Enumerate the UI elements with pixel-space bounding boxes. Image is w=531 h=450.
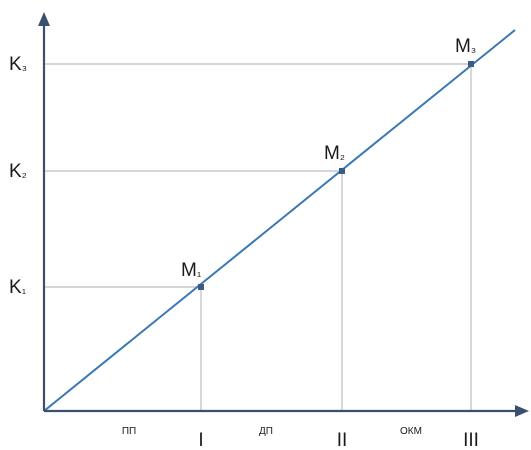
point-m2: [339, 168, 345, 174]
x-axis-arrow: [515, 405, 529, 417]
segment-labels: ПП ДП ОКМ: [122, 426, 422, 437]
point-m3: [468, 61, 474, 67]
y-label-k1: K₁: [9, 277, 27, 298]
point-labels: M₁ M₂ M₃: [181, 36, 476, 281]
point-m1: [198, 284, 204, 290]
point-label-m2: M₂: [324, 143, 345, 164]
guide-lines: [44, 63, 472, 411]
segment-label-dp: ДП: [259, 426, 273, 437]
points: [198, 61, 474, 290]
segment-label-pp: ПП: [122, 426, 136, 437]
x-axis-labels: I II III: [198, 430, 479, 450]
x-label-ii: II: [337, 430, 348, 450]
point-label-m1: M₁: [181, 260, 202, 281]
y-axis-labels: K₁ K₂ K₃: [9, 54, 27, 298]
y-label-k3: K₃: [9, 54, 27, 75]
x-label-i: I: [198, 430, 203, 450]
point-label-m3: M₃: [455, 36, 476, 57]
y-label-k2: K₂: [9, 161, 27, 182]
x-label-iii: III: [463, 430, 479, 450]
main-line: [43, 29, 516, 412]
axes: [38, 12, 529, 417]
y-axis-arrow: [38, 12, 50, 26]
segment-label-okm: ОКМ: [400, 426, 422, 437]
